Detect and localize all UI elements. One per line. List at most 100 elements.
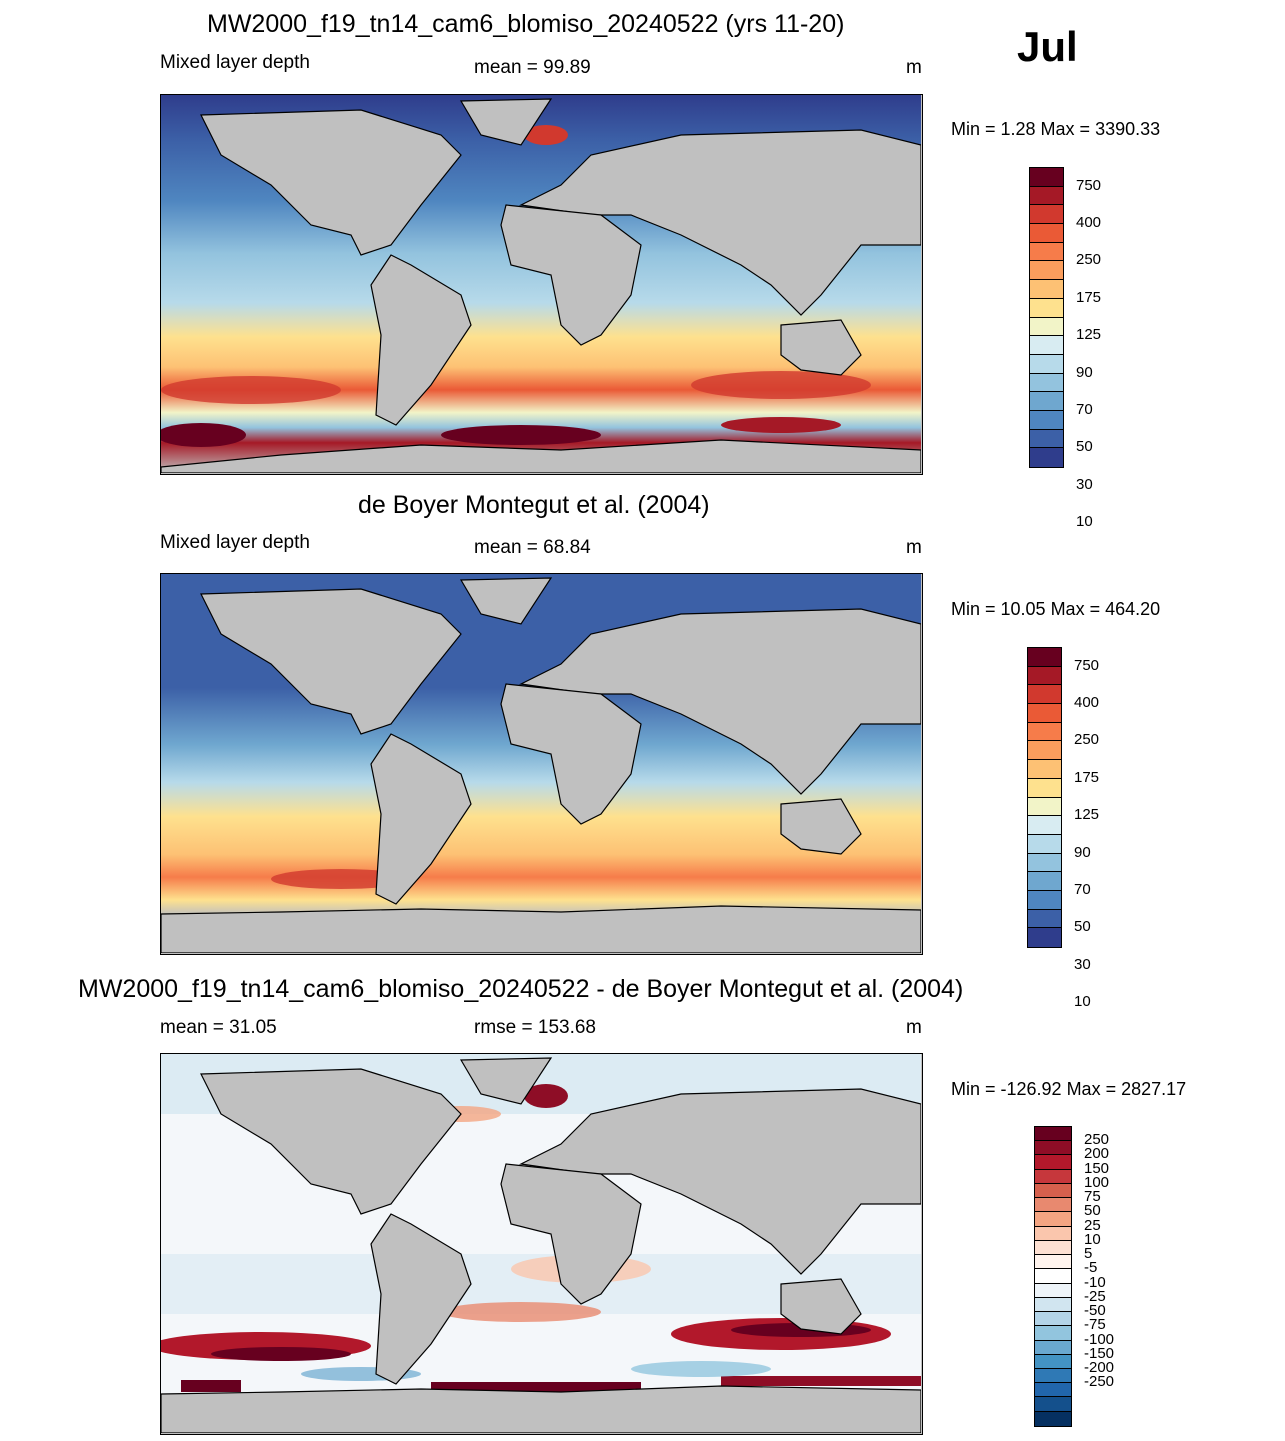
land-masses [161,98,921,473]
colorbar-swatch [1028,778,1061,798]
land-masses [161,1057,921,1433]
colorbar-swatch [1028,685,1061,705]
panel-2-map [160,573,923,955]
colorbar-swatch [1030,280,1063,299]
panel-1-title: MW2000_f19_tn14_cam6_blomiso_20240522 (y… [207,10,845,38]
panel-1-variable-label: Mixed layer depth [160,52,310,73]
colorbar-label: 50 [1074,918,1091,936]
colorbar-label: -75 [1084,1316,1106,1334]
colorbar-swatch [1028,760,1061,779]
colorbar-swatch [1030,168,1063,187]
colorbar-swatch [1028,853,1061,873]
panel-2-mean-label: mean = 68.84 [474,537,591,558]
colorbar-label: -150 [1084,1344,1115,1362]
colorbar-swatch [1035,1169,1071,1184]
colorbar-label: 125 [1074,806,1100,824]
colorbar-swatch [1035,1240,1071,1256]
colorbar-swatch [1028,816,1061,835]
colorbar-label: 250 [1084,1131,1110,1149]
colorbar-swatch [1035,1340,1071,1355]
colorbar-label: 150 [1084,1159,1110,1177]
colorbar-swatch [1035,1141,1071,1156]
colorbar-label: 100 [1084,1173,1110,1191]
panel-2-title: de Boyer Montegut et al. (2004) [358,491,710,519]
panel-3-title: MW2000_f19_tn14_cam6_blomiso_20240522 - … [78,975,964,1003]
colorbar-swatch [1030,336,1063,355]
colorbar-label: 90 [1076,363,1093,381]
colorbar-swatch [1030,448,1063,467]
land-masses [161,577,921,953]
colorbar-label: 250 [1074,731,1100,749]
colorbar-label: 200 [1084,1145,1110,1163]
colorbar-swatch [1028,909,1061,929]
colorbar-label: 400 [1076,214,1102,232]
colorbar-label: -50 [1084,1302,1106,1320]
colorbar-swatch [1035,1354,1071,1369]
panel-2-unit-label: m [906,537,922,558]
colorbar-label: -250 [1084,1373,1115,1391]
colorbar-swatch [1035,1198,1071,1213]
month-label: Jul [1017,23,1078,70]
colorbar-swatch [1035,1368,1071,1384]
colorbar-swatch [1035,1312,1071,1327]
colorbar-label: 70 [1074,880,1091,898]
colorbar-swatch [1030,261,1063,281]
colorbar-label: 50 [1084,1202,1101,1220]
colorbar-swatch [1028,928,1061,947]
colorbar-label: 90 [1074,843,1091,861]
panel-3-mean-label: mean = 31.05 [160,1017,277,1038]
colorbar-swatch [1028,872,1061,891]
colorbar-swatch [1035,1127,1071,1142]
colorbar-swatch [1035,1183,1071,1199]
colorbar-swatch [1028,890,1061,910]
panel-2-variable-label: Mixed layer depth [160,532,310,553]
colorbar-swatch [1035,1383,1071,1398]
colorbar-swatch [1028,648,1061,667]
colorbar-label: -25 [1084,1287,1106,1305]
panel-3-map [160,1053,923,1435]
panel-3-min-max: Min = -126.92 Max = 2827.17 [951,1079,1187,1099]
colorbar-swatch [1035,1255,1071,1270]
panel-2-min-max: Min = 10.05 Max = 464.20 [951,599,1161,619]
colorbar-swatch [1030,205,1063,225]
colorbar-label: 10 [1074,993,1091,1011]
colorbar-label: 10 [1076,513,1093,531]
colorbar-swatch [1035,1155,1071,1170]
colorbar-label: 250 [1076,251,1102,269]
panel-1-map [160,94,923,475]
colorbar-swatch [1030,392,1063,411]
panel-1-colorbar [1029,167,1064,468]
colorbar-swatch [1028,797,1061,817]
colorbar-swatch [1035,1212,1071,1227]
colorbar-swatch [1035,1283,1071,1298]
colorbar-swatch [1030,373,1063,393]
colorbar-swatch [1030,298,1063,318]
colorbar-label: 75 [1084,1188,1101,1206]
colorbar-swatch [1030,242,1063,262]
colorbar-label: 175 [1076,288,1102,306]
colorbar-label: 10 [1084,1230,1101,1248]
colorbar-swatch [1028,722,1061,742]
colorbar-swatch [1028,834,1061,854]
colorbar-swatch [1030,410,1063,430]
colorbar-swatch [1035,1326,1071,1341]
colorbar-swatch [1028,666,1061,686]
colorbar-label: 750 [1076,176,1102,194]
colorbar-swatch [1035,1297,1071,1313]
panel-1-unit-label: m [906,57,922,78]
colorbar-label: 30 [1074,955,1091,973]
colorbar-label: 5 [1084,1245,1093,1263]
colorbar-label: 175 [1074,768,1100,786]
colorbar-label: -200 [1084,1359,1115,1377]
colorbar-swatch [1028,704,1061,723]
colorbar-swatch [1035,1397,1071,1412]
colorbar-label: 125 [1076,326,1102,344]
panel-3-colorbar [1034,1126,1072,1427]
colorbar-swatch [1030,429,1063,449]
colorbar-swatch [1030,317,1063,337]
colorbar-swatch [1028,741,1061,761]
colorbar-swatch [1035,1269,1071,1284]
panel-1-min-max: Min = 1.28 Max = 3390.33 [951,119,1161,139]
panel-2-colorbar [1027,647,1062,948]
panel-3-rmse-label: rmse = 153.68 [474,1017,596,1038]
